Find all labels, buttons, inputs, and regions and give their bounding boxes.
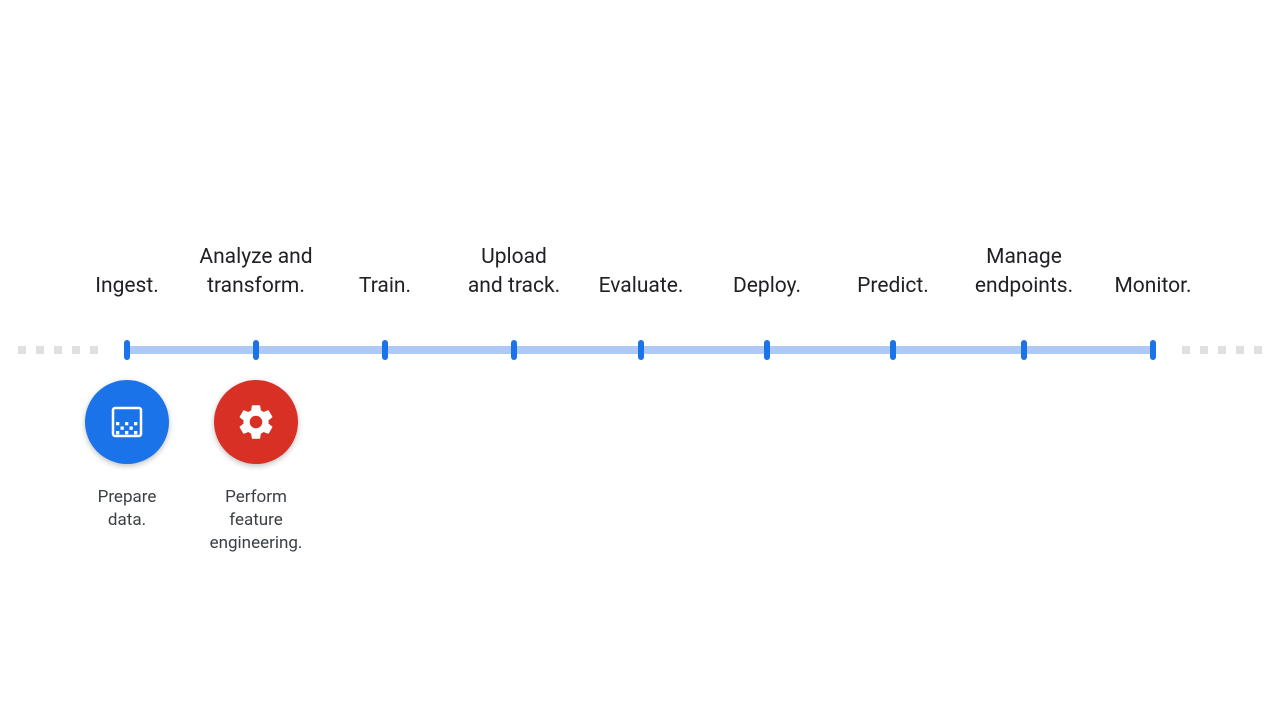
stage-label: Predict. bbox=[857, 272, 929, 300]
detail-label: Prepare data. bbox=[98, 486, 157, 532]
timeline-dot bbox=[90, 346, 98, 354]
timeline-tick bbox=[890, 340, 896, 360]
timeline-dot bbox=[18, 346, 26, 354]
detail-group: Perform feature engineering. bbox=[186, 380, 326, 555]
stage-label: Analyze and transform. bbox=[199, 243, 312, 300]
stage-label: Upload and track. bbox=[468, 243, 560, 300]
stage-label: Evaluate. bbox=[599, 272, 684, 300]
timeline-dot bbox=[36, 346, 44, 354]
timeline-tick bbox=[124, 340, 130, 360]
stage-label: Manage endpoints. bbox=[975, 243, 1073, 300]
timeline bbox=[0, 340, 1280, 360]
stage-label: Ingest. bbox=[95, 272, 158, 300]
timeline-dot bbox=[1200, 346, 1208, 354]
stage-label: Deploy. bbox=[733, 272, 801, 300]
timeline-tick bbox=[638, 340, 644, 360]
timeline-dot bbox=[72, 346, 80, 354]
detail-label: Perform feature engineering. bbox=[210, 486, 303, 555]
gear-icon bbox=[214, 380, 298, 464]
timeline-tick bbox=[1150, 340, 1156, 360]
timeline-tick bbox=[1021, 340, 1027, 360]
timeline-dot bbox=[1218, 346, 1226, 354]
timeline-dot bbox=[1236, 346, 1244, 354]
timeline-dot bbox=[1254, 346, 1262, 354]
timeline-tick bbox=[511, 340, 517, 360]
dotted-left bbox=[18, 346, 98, 354]
detail-group: Prepare data. bbox=[57, 380, 197, 532]
dotted-right bbox=[1182, 346, 1262, 354]
timeline-tick bbox=[253, 340, 259, 360]
timeline-dot bbox=[54, 346, 62, 354]
timeline-tick bbox=[382, 340, 388, 360]
stage-label: Train. bbox=[359, 272, 411, 300]
timeline-tick bbox=[764, 340, 770, 360]
stage-label: Monitor. bbox=[1114, 272, 1191, 300]
timeline-dot bbox=[1182, 346, 1190, 354]
grid-icon bbox=[85, 380, 169, 464]
